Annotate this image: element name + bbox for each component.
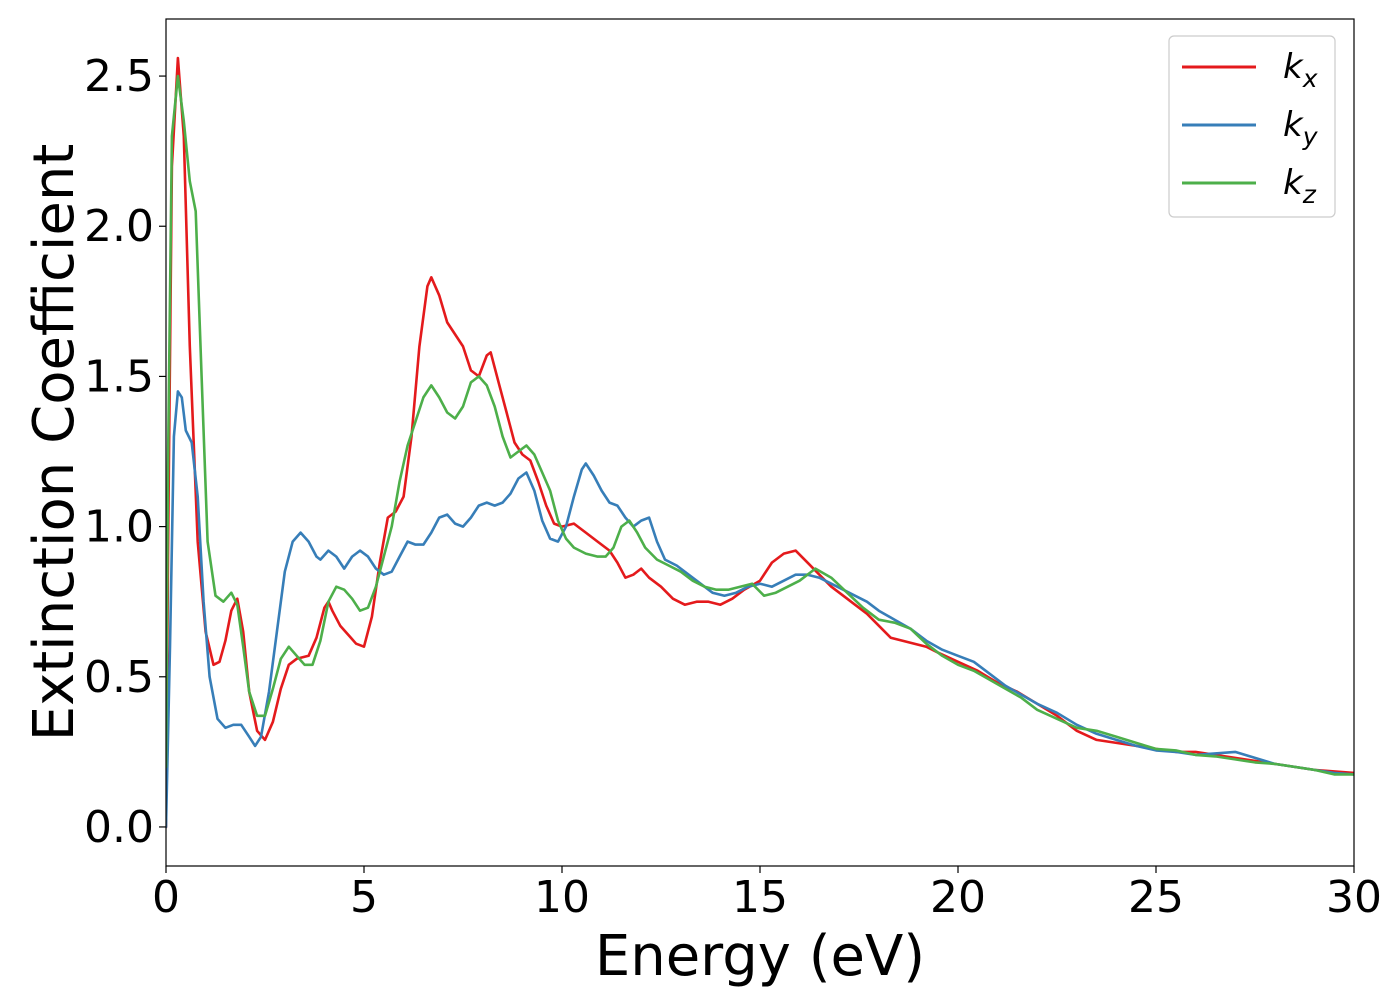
- y-tick-label: 2.0: [84, 201, 154, 252]
- x-tick-label: 30: [1326, 872, 1382, 923]
- y-tick-label: 2.5: [84, 51, 154, 102]
- legend-label: kx: [1283, 47, 1318, 93]
- series-line-kx: [166, 56, 1354, 829]
- x-axis-title: Energy (eV): [595, 924, 925, 989]
- legend-item-ky: ky: [1182, 105, 1319, 151]
- legend-item-kx: kx: [1182, 47, 1318, 93]
- x-tick-label: 25: [1128, 872, 1184, 923]
- x-tick-label: 0: [152, 872, 180, 923]
- y-tick-label: 1.0: [84, 502, 154, 553]
- series-layer: [166, 56, 1354, 829]
- y-tick-label: 0.0: [84, 802, 154, 853]
- y-tick-label: 0.5: [84, 652, 154, 703]
- x-tick-label: 15: [732, 872, 788, 923]
- ticks-layer: 0 5 10 15 20 25 30 0.0 0.5 1.0 1.5 2.0 2.5: [84, 51, 1382, 923]
- legend-item-kz: kz: [1182, 163, 1317, 209]
- y-axis-title: Extinction Coefficient: [22, 144, 87, 742]
- y-tick-label: 1.5: [84, 351, 154, 402]
- series-line-kz: [166, 74, 1354, 776]
- legend-label: kz: [1283, 163, 1317, 209]
- series-line-ky: [166, 390, 1354, 829]
- legend-label: ky: [1283, 105, 1319, 151]
- x-tick-label: 5: [350, 872, 378, 923]
- x-tick-label: 20: [930, 872, 986, 923]
- legend: kx ky kz: [1168, 35, 1336, 218]
- x-tick-label: 10: [534, 872, 590, 923]
